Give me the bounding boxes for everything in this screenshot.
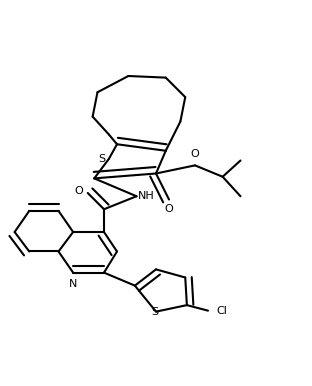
Text: S: S — [151, 306, 158, 317]
Text: N: N — [69, 279, 77, 289]
Text: O: O — [191, 149, 199, 159]
Text: Cl: Cl — [216, 306, 227, 316]
Text: NH: NH — [138, 191, 155, 201]
Text: O: O — [74, 186, 83, 196]
Text: S: S — [99, 154, 106, 164]
Text: O: O — [165, 204, 173, 214]
